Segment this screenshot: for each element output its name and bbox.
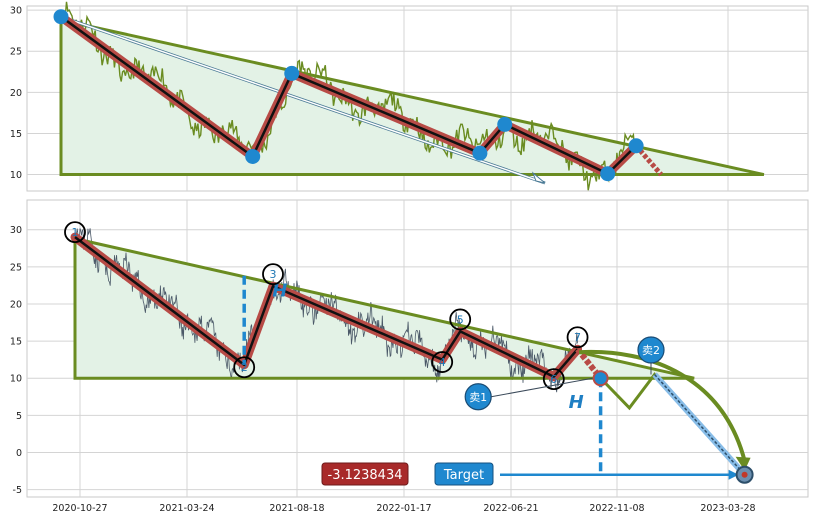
bottom-value-box-text: -3.1238434: [328, 468, 403, 483]
bottom-sell1-pointer: [491, 377, 593, 398]
bottom-projection-start-marker: [592, 370, 609, 387]
bottom-y-tick-label: 0: [16, 448, 22, 459]
x-tick-label: 2021-03-24: [159, 503, 214, 514]
x-tick-label: 2022-06-21: [483, 503, 538, 514]
bottom-curve-arrow-head: [735, 456, 751, 471]
bottom-pivot-circle: [233, 356, 256, 379]
bottom-panel: -5 0 5 10 15 20 25 30 H H 1 2 3 4 5 6 7 卖1 卖2 -3.1238434 Tar…: [10, 199, 809, 498]
bottom-pivot-label: 3: [270, 268, 277, 281]
x-tick-label: 2023-03-28: [700, 503, 755, 514]
bottom-value-box: [321, 462, 409, 486]
top-y-tick-label: 20: [10, 88, 22, 99]
bottom-triangle-edge: [73, 237, 695, 380]
x-axis: 2020-10-27 2021-03-24 2021-08-18 2022-01-17…: [52, 503, 755, 514]
top-pivot-marker: [600, 166, 616, 182]
bottom-pivot-label: 4: [439, 356, 446, 369]
bottom-y-tick-label: 15: [10, 337, 22, 348]
bottom-pivot-circle: [262, 263, 284, 286]
bottom-pivot-circle: [566, 326, 589, 349]
top-panel: 10 15 20 25 30: [10, 1, 809, 192]
top-y-tick-label: 30: [10, 6, 22, 17]
top-pivot-marker: [628, 138, 644, 154]
bottom-pivot-circle: [449, 308, 472, 331]
bottom-pivot-label: 1: [72, 226, 79, 239]
bottom-y-tick-label: 20: [10, 299, 22, 310]
top-triangle-edge: [59, 18, 765, 177]
x-tick-label: 2022-11-08: [589, 503, 644, 514]
top-y-tick-label: 15: [10, 129, 22, 140]
bottom-projection-dash: [654, 373, 746, 476]
top-pivot-marker: [245, 148, 261, 164]
top-pivot-marker: [284, 65, 300, 81]
top-pivot-marker: [53, 9, 69, 25]
bottom-target-box-text: Target: [443, 468, 484, 483]
bottom-target-marker-core: [741, 471, 748, 478]
top-y-tick-label: 25: [10, 47, 22, 58]
bottom-h-label-right: H: [569, 392, 584, 413]
x-tick-label: 2022-01-17: [376, 503, 431, 514]
bottom-y-tick-label: 30: [10, 225, 22, 236]
bottom-y-tick-label: 10: [10, 374, 22, 385]
bottom-pivot-label: 7: [574, 331, 581, 344]
top-pivot-marker: [497, 116, 513, 132]
bottom-sell-label: 卖1: [469, 391, 487, 404]
x-tick-label: 2021-08-18: [269, 503, 324, 514]
bottom-target-arrow-head: [728, 469, 739, 480]
bottom-sell-label: 卖2: [642, 344, 660, 357]
bottom-pivot-circle: [431, 351, 454, 373]
x-tick-label: 2020-10-27: [52, 503, 107, 514]
bottom-target-box: [434, 462, 494, 486]
top-arrow-head: [531, 171, 546, 184]
top-price-line: [60, 1, 637, 191]
top-trend-arrow: [60, 15, 546, 184]
top-pivot-marker: [472, 145, 488, 161]
bottom-pivot-label: 2: [241, 361, 248, 374]
bottom-y-tick-label: 5: [16, 411, 22, 422]
bottom-h-label-left: H: [272, 281, 287, 302]
top-y-tick-label: 10: [10, 170, 22, 181]
bottom-curve-arrow: [578, 349, 747, 462]
bottom-pivot-label: 6: [550, 373, 557, 386]
bottom-y-tick-label: 25: [10, 262, 22, 273]
bottom-y-tick-label: -5: [13, 485, 22, 496]
bottom-pivot-label: 5: [457, 313, 464, 326]
bottom-pivot-circle: [64, 221, 86, 244]
bottom-pivot-circle: [542, 368, 565, 391]
